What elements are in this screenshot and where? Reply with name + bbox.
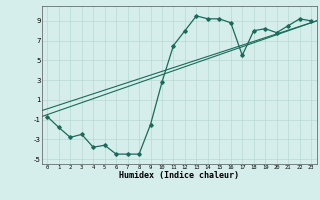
X-axis label: Humidex (Indice chaleur): Humidex (Indice chaleur) [119,171,239,180]
